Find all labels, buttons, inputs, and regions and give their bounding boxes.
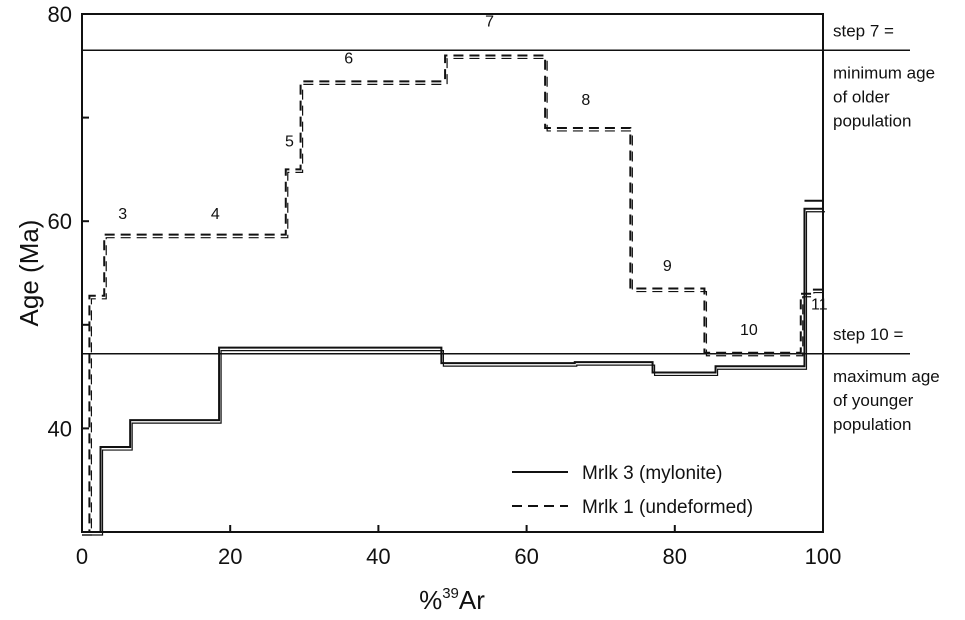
x-axis-title: %39Ar — [419, 585, 485, 615]
step-label: 4 — [211, 206, 220, 223]
step-label: 8 — [581, 92, 590, 109]
x-tick-label: 80 — [663, 544, 687, 569]
x-axis-title-superscript: 39 — [442, 585, 459, 602]
series-line-undeformed — [82, 54, 823, 533]
reference-note-line: maximum age — [833, 367, 940, 386]
reference-note-line: step 7 = — [833, 21, 894, 40]
y-tick-label: 60 — [48, 209, 72, 234]
side-notes: step 7 = minimum age of older population ste… — [833, 21, 940, 434]
reference-note-line: of older — [833, 87, 890, 106]
axis-ticks: 0 20 40 60 80 100 40 60 80 — [48, 2, 842, 569]
x-axis-title-suffix: Ar — [459, 585, 485, 615]
step-label: 6 — [344, 51, 353, 68]
reference-note-line: minimum age — [833, 63, 935, 82]
series-layer — [82, 54, 825, 536]
step-labels: 3 4 5 6 7 8 9 10 11 — [118, 13, 827, 339]
step-label: 10 — [740, 322, 758, 339]
series-line-mylonite — [82, 207, 823, 533]
legend-label-undeformed: Mrlk 1 (undeformed) — [582, 497, 753, 518]
legend: Mrlk 3 (mylonite) Mrlk 1 (undeformed) — [512, 463, 753, 518]
reference-note-line: population — [833, 111, 911, 130]
reference-lines — [82, 49, 910, 355]
step-label: 9 — [663, 258, 672, 275]
plot-frame — [81, 13, 824, 533]
step-label: 3 — [118, 206, 127, 223]
x-tick-label: 100 — [805, 544, 842, 569]
reference-note-line: population — [833, 415, 911, 434]
x-axis-title-prefix: % — [419, 585, 442, 615]
step-label: 5 — [285, 134, 294, 151]
series-line-undeformed-lower — [82, 57, 825, 536]
x-tick-label: 40 — [366, 544, 390, 569]
step-label: 7 — [485, 13, 494, 30]
reference-note-line: step 10 = — [833, 325, 903, 344]
y-tick-label: 40 — [48, 416, 72, 441]
x-tick-label: 0 — [76, 544, 88, 569]
step-label: 11 — [811, 296, 828, 313]
legend-label-mylonite: Mrlk 3 (mylonite) — [582, 463, 722, 484]
y-axis-title: Age (Ma) — [14, 220, 44, 327]
series-line-mylonite-lower — [82, 211, 825, 536]
reference-note-line: of younger — [833, 391, 914, 410]
y-tick-label: 80 — [48, 2, 72, 27]
x-tick-label: 60 — [514, 544, 538, 569]
x-tick-label: 20 — [218, 544, 242, 569]
